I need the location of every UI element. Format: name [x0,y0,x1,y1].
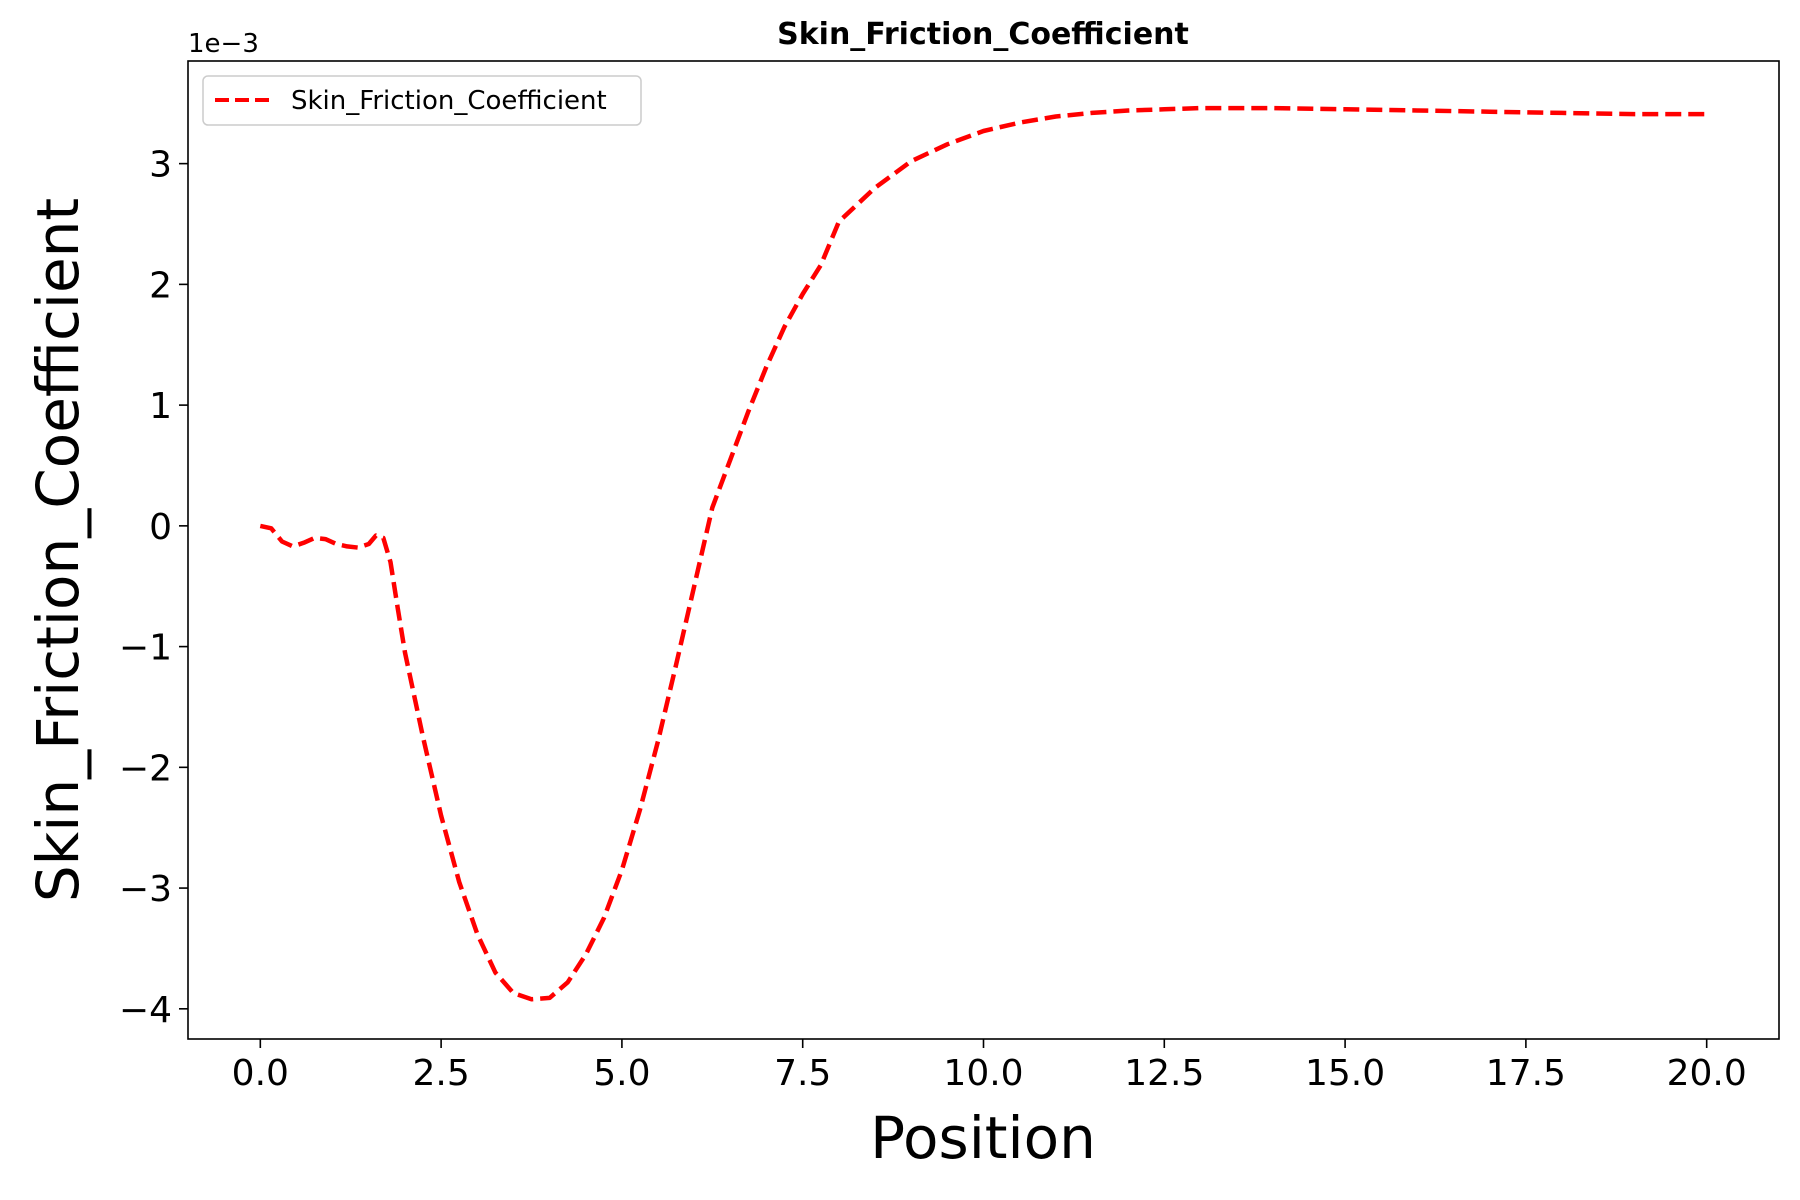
x-tick-label: 2.5 [412,1053,469,1094]
legend: Skin_Friction_Coefficient [202,75,642,126]
x-tick-label: 20.0 [1667,1053,1747,1094]
y-axis-ticks: −4 −3 −2 −1 0 1 2 3 [119,145,188,1031]
y-axis-label: Skin_Friction_Coefficient [24,198,92,902]
x-tick-label: 7.5 [774,1053,831,1094]
y-tick-label: 1 [149,386,172,427]
x-tick-label: 10.0 [943,1053,1023,1094]
y-tick-label: −1 [119,628,172,669]
x-tick-label: 15.0 [1305,1053,1385,1094]
chart-title: Skin_Friction_Coefficient [777,17,1189,52]
y-tick-label: 2 [149,265,172,306]
y-tick-label: −2 [119,748,172,789]
y-tick-label: 3 [149,145,172,186]
series-layer [259,105,1707,1002]
y-tick-label: 0 [149,507,172,548]
x-tick-label: 5.0 [593,1053,650,1094]
x-tick-label: 12.5 [1124,1053,1204,1094]
plot-frame [187,60,1780,1040]
x-axis-ticks: 0.0 2.5 5.0 7.5 10.0 12.5 15.0 17.5 20.0 [232,1039,1747,1094]
y-axis-offset-label: 1e−3 [188,29,259,59]
x-axis-label: Position [870,1104,1096,1172]
series-line-skin-friction-coefficient [259,105,1707,1002]
legend-box [202,75,642,126]
legend-label: Skin_Friction_Coefficient [291,86,607,116]
y-tick-label: −4 [119,990,172,1031]
x-tick-label: 17.5 [1486,1053,1566,1094]
plot-area [188,61,1779,1039]
x-tick-label: 0.0 [232,1053,289,1094]
y-tick-label: −3 [119,869,172,910]
